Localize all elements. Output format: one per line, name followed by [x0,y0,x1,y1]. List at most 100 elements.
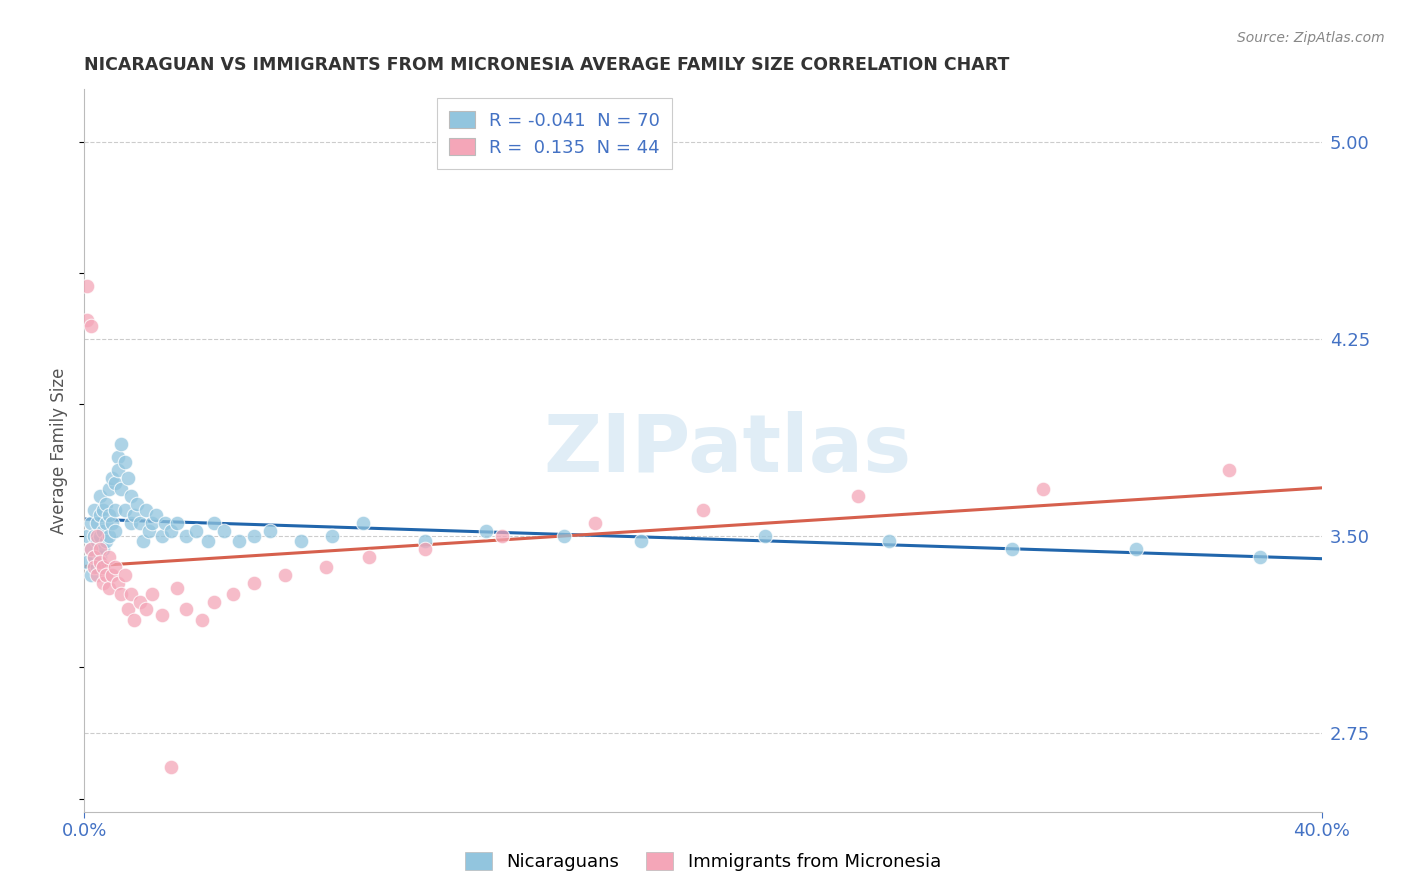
Point [138,524,160,538]
Point [228,534,250,549]
Point [86,516,108,530]
Point [413,541,436,556]
Point [98,482,121,496]
Point [79,568,101,582]
Point [89,549,111,564]
Point [120,587,142,601]
Point [76,279,98,293]
Legend: R = -0.041  N = 70, R =  0.135  N = 44: R = -0.041 N = 70, R = 0.135 N = 44 [437,98,672,169]
Point [120,490,142,504]
Point [150,607,173,622]
Point [877,534,900,549]
Point [89,490,111,504]
Point [122,508,145,522]
Point [94,568,117,582]
Point [754,529,776,543]
Point [117,471,139,485]
Point [259,524,281,538]
Point [86,529,108,543]
Point [117,602,139,616]
Point [91,502,114,516]
Point [129,594,152,608]
Point [202,516,225,530]
Point [94,534,117,549]
Point [315,560,337,574]
Point [79,541,101,556]
Point [176,602,198,616]
Point [352,516,374,530]
Point [1218,463,1240,477]
Point [79,541,101,556]
Point [846,490,869,504]
Point [150,529,173,543]
Point [114,502,136,516]
Point [202,594,225,608]
Point [141,587,163,601]
Point [135,602,157,616]
Point [222,587,245,601]
Point [160,760,183,774]
Point [475,524,498,538]
Point [94,516,117,530]
Point [91,524,114,538]
Point [89,555,111,569]
Point [91,560,114,574]
Point [107,576,129,591]
Point [110,437,132,451]
Point [91,576,114,591]
Legend: Nicaraguans, Immigrants from Micronesia: Nicaraguans, Immigrants from Micronesia [457,846,949,879]
Point [274,568,297,582]
Point [160,524,183,538]
Point [630,534,652,549]
Point [98,582,121,596]
Point [153,516,176,530]
Point [76,313,98,327]
Point [176,529,198,543]
Point [110,482,132,496]
Point [98,508,121,522]
Point [98,529,121,543]
Point [104,524,127,538]
Y-axis label: Average Family Size: Average Family Size [51,368,69,533]
Point [166,582,188,596]
Point [83,529,105,543]
Point [692,502,714,516]
Point [104,502,127,516]
Point [91,541,114,556]
Point [191,613,214,627]
Point [83,549,105,564]
Point [491,529,513,543]
Point [89,541,111,556]
Point [166,516,188,530]
Point [212,524,235,538]
Point [120,516,142,530]
Point [357,549,380,564]
Point [197,534,219,549]
Text: ZIPatlas: ZIPatlas [544,411,912,490]
Point [583,516,606,530]
Point [413,534,436,549]
Point [1249,549,1271,564]
Point [114,568,136,582]
Point [135,502,157,516]
Text: Source: ZipAtlas.com: Source: ZipAtlas.com [1237,31,1385,45]
Point [89,529,111,543]
Point [86,560,108,574]
Point [107,463,129,477]
Point [114,455,136,469]
Point [79,318,101,333]
Point [86,568,108,582]
Point [184,524,207,538]
Point [1032,482,1054,496]
Point [79,516,101,530]
Point [86,534,108,549]
Point [553,529,575,543]
Point [132,534,155,549]
Point [122,613,145,627]
Point [98,549,121,564]
Point [129,516,152,530]
Point [125,497,148,511]
Point [104,560,127,574]
Point [89,508,111,522]
Point [101,568,124,582]
